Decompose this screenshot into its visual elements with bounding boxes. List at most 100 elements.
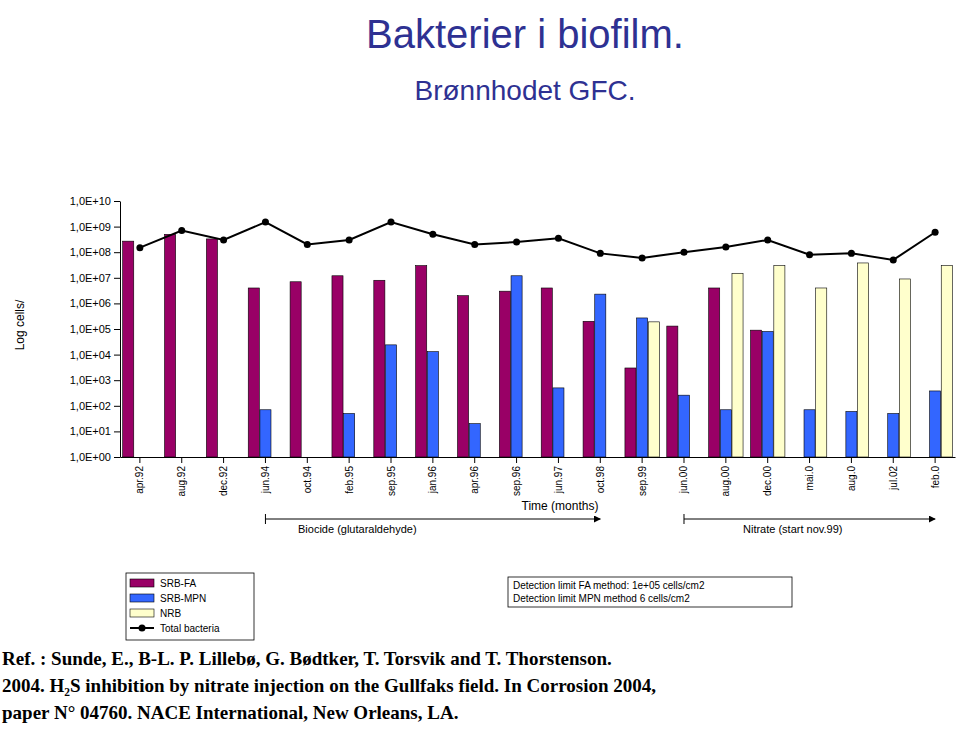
bar [678, 395, 689, 457]
y-tick-label: 1,0E+00 [70, 451, 111, 463]
reference: paper N° 04760. NACE International, New … [2, 702, 458, 723]
y-tick-label: 1,0E+01 [70, 425, 111, 437]
reference: Ref. : Sunde, E., B-L. P. Lillebø, G. Bø… [2, 648, 612, 669]
bar [774, 266, 785, 457]
y-tick-mark [114, 380, 120, 381]
y-tick: 1,0E+10 [70, 195, 120, 207]
x-tick: sep.95 [386, 457, 397, 496]
line-marker [932, 229, 939, 236]
x-tick-mark [349, 457, 350, 463]
x-tick-label: sep.95 [386, 466, 397, 496]
y-tick: 1,0E+03 [70, 374, 120, 386]
x-tick-label: oct.98 [595, 466, 606, 494]
note-frame [508, 577, 792, 607]
y-tick-label: 1,0E+05 [70, 323, 111, 335]
x-tick: oct.94 [302, 457, 313, 493]
bar [583, 321, 594, 457]
y-tick-mark [114, 355, 120, 356]
x-tick: mai.0 [804, 457, 815, 490]
line-marker [304, 241, 311, 248]
bar [469, 424, 480, 457]
x-tick: sep.99 [637, 457, 648, 496]
y-tick-label: 1,0E+06 [70, 297, 111, 309]
y-tick-mark [114, 431, 120, 432]
y-axis-title: Log cells/ [13, 299, 27, 350]
line-marker [262, 219, 269, 226]
line-marker [848, 250, 855, 257]
title: Bakterier i biofilm. [366, 12, 684, 56]
x-tick-label: jan.96 [427, 466, 438, 495]
line-marker [639, 254, 646, 261]
y-axis: 1,0E+001,0E+011,0E+021,0E+031,0E+041,0E+… [70, 195, 121, 463]
x-tick: jul.02 [888, 457, 899, 491]
line-marker [429, 231, 436, 238]
line-marker [680, 249, 687, 256]
bar [941, 266, 952, 457]
bar [499, 291, 510, 457]
annotation: Biocide (glutaraldehyde) [298, 523, 417, 535]
x-tick: dec.92 [218, 457, 229, 496]
bar [427, 352, 438, 457]
y-tick: 1,0E+01 [70, 425, 120, 437]
y-tick: 1,0E+06 [70, 297, 120, 309]
x-tick: aug.00 [720, 457, 731, 497]
x-tick-label: feb.0 [930, 466, 941, 489]
y-tick-mark [114, 227, 120, 228]
legend-frame [126, 573, 254, 640]
y-tick-mark [114, 329, 120, 330]
bar [553, 388, 564, 457]
bar [804, 410, 815, 457]
line-marker [555, 235, 562, 242]
y-tick-mark [114, 457, 120, 458]
x-tick-mark [391, 457, 392, 463]
x-tick-mark [600, 457, 601, 463]
y-tick-label: 1,0E+04 [70, 349, 111, 361]
x-tick-mark [265, 457, 266, 463]
legend-label: SRB-MPN [160, 593, 206, 604]
x-tick-label: aug.92 [176, 466, 187, 497]
bar [709, 288, 720, 457]
x-tick-mark [725, 457, 726, 463]
x-tick: apr.96 [469, 457, 480, 494]
bar [206, 239, 217, 457]
bar [625, 368, 636, 457]
x-tick-label: jul.02 [888, 466, 899, 491]
legend: SRB-FASRB-MPNNRBTotal bacteria [126, 573, 254, 640]
x-tick-mark [432, 457, 433, 463]
bar [248, 288, 259, 457]
x-tick-label: sep.99 [637, 466, 648, 496]
bar [260, 410, 271, 457]
y-tick-mark [114, 406, 120, 407]
bar [374, 280, 385, 457]
bar [899, 279, 910, 457]
bar [750, 330, 761, 457]
x-tick: apr.92 [134, 457, 145, 494]
line-marker [764, 236, 771, 243]
x-axis: apr.92aug.92dec.92jun.94oct.94feb.95sep.… [121, 457, 956, 497]
y-tick-mark [114, 252, 120, 253]
bar [165, 234, 176, 457]
x-tick: jun.97 [553, 457, 564, 494]
bar [416, 266, 427, 457]
bar [344, 414, 355, 457]
x-tick-label: jun.97 [553, 466, 564, 495]
x-tick-label: apr.96 [469, 466, 480, 494]
x-axis-title: Time (months) [522, 499, 599, 513]
plot-marks [123, 219, 953, 457]
x-tick-mark [767, 457, 768, 463]
y-tick-label: 1,0E+07 [70, 272, 111, 284]
x-tick-label: feb.95 [344, 466, 355, 494]
y-tick-mark [114, 303, 120, 304]
annotation: Detection limit MPN method 6 cells/cm2 [513, 593, 690, 604]
x-tick: oct.98 [595, 457, 606, 493]
x-tick-label: aug.0 [846, 466, 857, 491]
x-tick-mark [851, 457, 852, 463]
x-tick-mark [223, 457, 224, 463]
y-tick: 1,0E+04 [70, 349, 120, 361]
line-marker [722, 243, 729, 250]
bar [888, 414, 899, 457]
legend-swatch [130, 609, 154, 617]
y-tick-mark [114, 201, 120, 202]
reference: 2004. H₂S inhibition by nitrate injectio… [2, 675, 656, 696]
line-marker [890, 256, 897, 263]
